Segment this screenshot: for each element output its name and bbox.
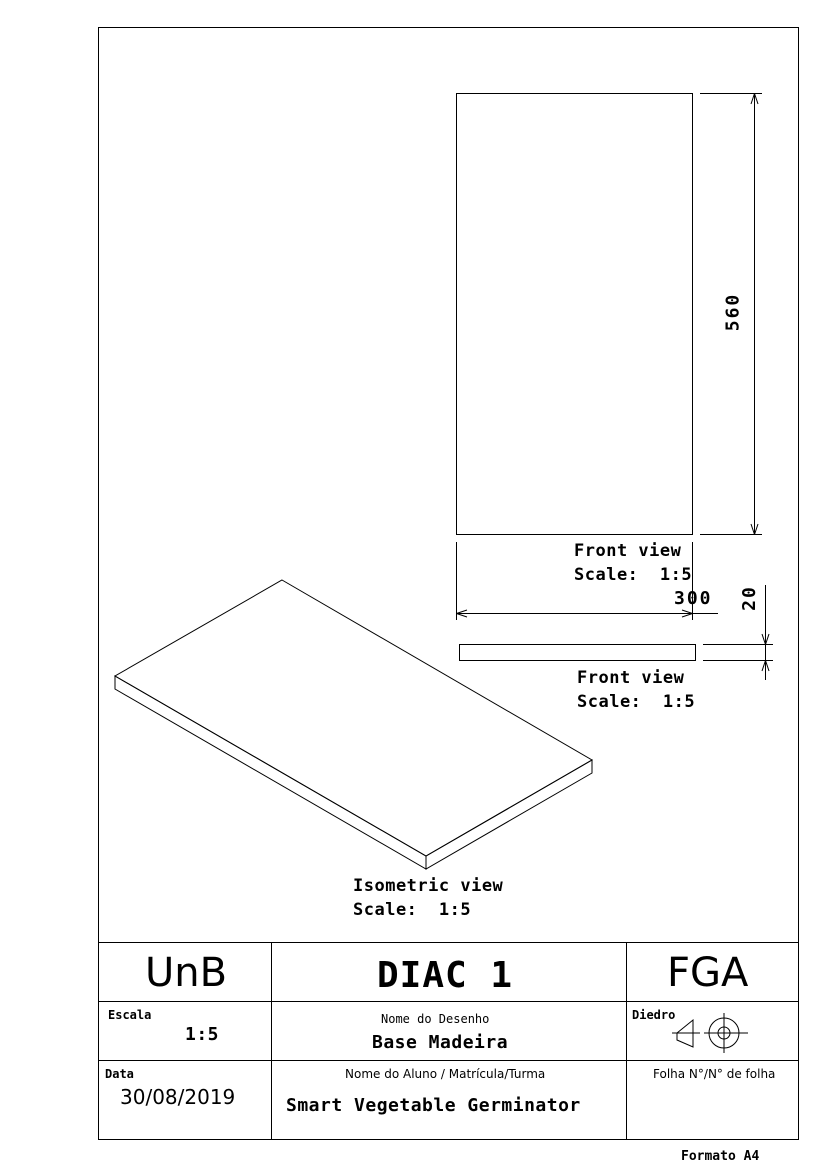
drawing-name: Base Madeira xyxy=(372,1032,509,1053)
drawing-border xyxy=(98,27,799,1140)
student-value: Smart Vegetable Germinator xyxy=(286,1095,581,1116)
sheet-number-label: Folha N°/N° de folha xyxy=(653,1067,776,1081)
front-view-top-outline xyxy=(456,93,693,535)
projection-cone-icon xyxy=(676,1018,694,1048)
front-view-top-title: Front view xyxy=(574,541,682,561)
isometric-view-scale: Scale: 1:5 xyxy=(353,900,472,920)
front-view-top xyxy=(456,93,762,620)
dim-300-label: 300 xyxy=(674,588,713,609)
iso-front-face xyxy=(114,675,427,870)
dim-560-arrow-bottom xyxy=(750,523,759,535)
projection-label: Diedro xyxy=(632,1008,676,1022)
scale-value: 1:5 xyxy=(185,1024,220,1045)
dim-560-label: 560 xyxy=(722,292,744,332)
campus-name: FGA xyxy=(667,950,749,996)
dim-560-arrow-top xyxy=(750,93,759,105)
paper-format-label: Formato A4 xyxy=(681,1149,760,1164)
scale-label: Escala xyxy=(108,1008,152,1022)
isometric-view xyxy=(113,579,593,870)
projection-symbol-icon xyxy=(672,1013,748,1053)
drawing-name-label: Nome do Desenho xyxy=(381,1012,490,1026)
institution-name: UnB xyxy=(145,950,228,996)
course-name: DIAC 1 xyxy=(377,955,514,996)
title-block-grid xyxy=(98,942,799,1140)
front-view-top-scale: Scale: 1:5 xyxy=(574,565,693,585)
front-view-bottom-title: Front view xyxy=(577,668,685,688)
dim-20-arrow-bottom xyxy=(761,660,770,672)
front-view-bottom xyxy=(459,585,773,680)
date-label: Data xyxy=(105,1067,134,1081)
isometric-view-title: Isometric view xyxy=(353,876,504,896)
dim-300-arrow-right xyxy=(681,609,693,618)
dim-20-arrow-top xyxy=(761,633,770,645)
dim-20-label: 20 xyxy=(738,585,760,611)
iso-right-face xyxy=(425,759,593,870)
front-view-bottom-scale: Scale: 1:5 xyxy=(577,692,696,712)
front-view-bottom-outline xyxy=(459,644,696,661)
dim-300-arrow-left xyxy=(456,609,468,618)
student-label: Nome do Aluno / Matrícula/Turma xyxy=(345,1067,546,1081)
date-value: 30/08/2019 xyxy=(120,1085,236,1109)
